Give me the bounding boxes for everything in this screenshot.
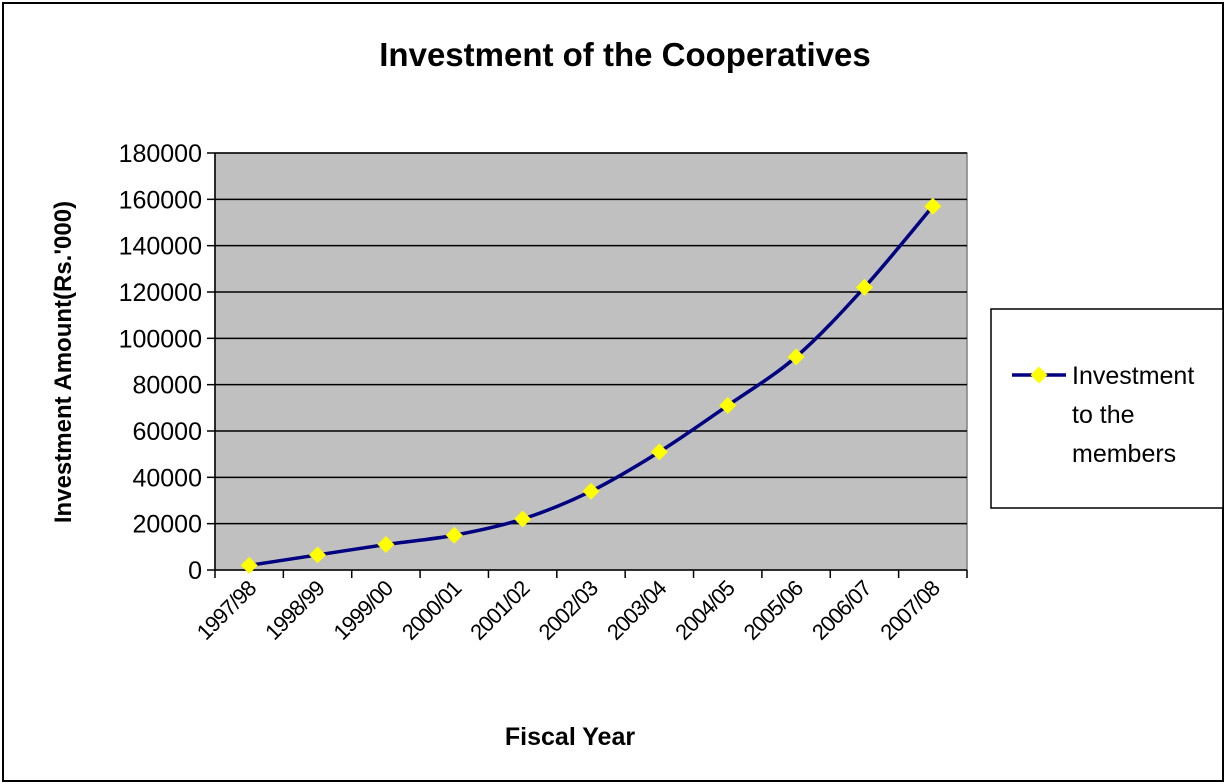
data-point	[787, 348, 805, 366]
data-point	[514, 510, 532, 528]
y-tick-label: 60000	[132, 418, 202, 446]
data-point	[445, 526, 463, 544]
y-axis-label: Investment Amount(Rs.'000)	[50, 201, 77, 523]
plot-area	[214, 152, 968, 571]
data-point	[650, 443, 668, 461]
data-point	[240, 556, 258, 574]
data-point	[377, 536, 395, 554]
y-tick-label: 140000	[119, 233, 202, 261]
data-point	[924, 197, 942, 215]
data-point	[582, 482, 600, 500]
data-point	[309, 546, 327, 564]
legend-box	[990, 308, 1224, 509]
y-tick-label: 80000	[132, 372, 202, 400]
legend-label-line-2: to the	[1072, 401, 1135, 429]
data-point	[855, 278, 873, 296]
y-tick-label: 40000	[132, 464, 202, 492]
series-line	[248, 205, 935, 568]
axes	[207, 152, 968, 578]
series-group	[240, 197, 942, 574]
legend: Investment to the members	[990, 308, 1224, 509]
data-point	[719, 397, 737, 415]
y-tick-label: 160000	[119, 186, 202, 214]
x-axis-label: Fiscal Year	[505, 723, 635, 751]
y-tick-label: 20000	[132, 511, 202, 539]
legend-label-line-1: Investment	[1072, 362, 1194, 390]
y-tick-label: 100000	[119, 325, 202, 353]
y-tick-label: 0	[188, 557, 202, 585]
y-tick-label: 120000	[119, 279, 202, 307]
y-tick-labels: 0 20000 40000 60000 80000 100000 120000 140000 1…	[119, 140, 202, 585]
legend-label: Investment to the members	[1072, 362, 1201, 468]
gridlines	[215, 152, 967, 525]
legend-label-line-3: members	[1072, 440, 1176, 468]
chart-title: Investment of the Cooperatives	[379, 36, 870, 73]
y-tick-label: 180000	[119, 140, 202, 168]
